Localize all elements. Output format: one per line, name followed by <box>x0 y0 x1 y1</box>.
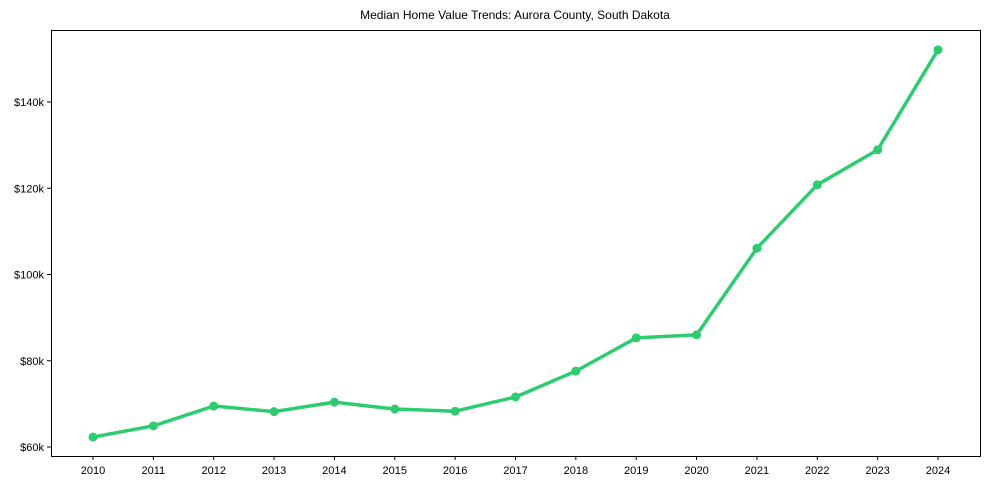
x-tick-label: 2012 <box>201 465 225 477</box>
x-tick-label: 2019 <box>624 465 648 477</box>
series-line <box>92 48 940 439</box>
data-point-marker <box>692 330 702 340</box>
data-point-marker <box>209 401 219 411</box>
data-point-marker <box>148 421 158 431</box>
data-point-marker <box>269 407 279 417</box>
y-tick-label: $140k <box>14 97 44 109</box>
x-tick-label: 2016 <box>443 465 467 477</box>
x-tick-label: 2010 <box>81 465 105 477</box>
y-tick-label: $80k <box>20 356 44 368</box>
x-tick-label: 2014 <box>322 465 346 477</box>
data-point-marker <box>873 145 883 155</box>
data-point-marker <box>511 392 520 402</box>
x-axis: 2010 2011 2012 2013 2014 2015 2016 2017 2018 2019… <box>81 456 950 477</box>
x-tick-label: 2020 <box>684 465 708 477</box>
data-point-marker <box>631 333 641 343</box>
x-tick-label: 2024 <box>926 465 950 477</box>
x-tick-label: 2021 <box>745 465 769 477</box>
data-point-marker <box>933 45 943 55</box>
y-axis: $60k $80k $100k $120k $140k <box>14 97 51 454</box>
x-tick-label: 2017 <box>503 465 527 477</box>
data-point-marker <box>329 397 339 407</box>
x-tick-label: 2018 <box>564 465 588 477</box>
x-tick-label: 2013 <box>262 465 286 477</box>
y-tick-label: $100k <box>14 270 44 282</box>
data-point-marker <box>752 243 762 253</box>
x-tick-label: 2011 <box>142 465 166 477</box>
data-series <box>88 45 943 442</box>
data-point-marker <box>571 366 581 376</box>
x-tick-label: 2023 <box>865 465 889 477</box>
data-point-marker <box>390 404 400 414</box>
x-tick-label: 2015 <box>383 465 407 477</box>
y-tick-label: $60k <box>20 442 44 454</box>
data-point-marker <box>812 180 822 190</box>
y-tick-label: $120k <box>14 183 44 195</box>
chart-title: Median Home Value Trends: Aurora County,… <box>360 8 670 22</box>
data-point-marker <box>88 432 98 442</box>
data-point-marker <box>450 406 460 416</box>
x-tick-label: 2022 <box>805 465 829 477</box>
